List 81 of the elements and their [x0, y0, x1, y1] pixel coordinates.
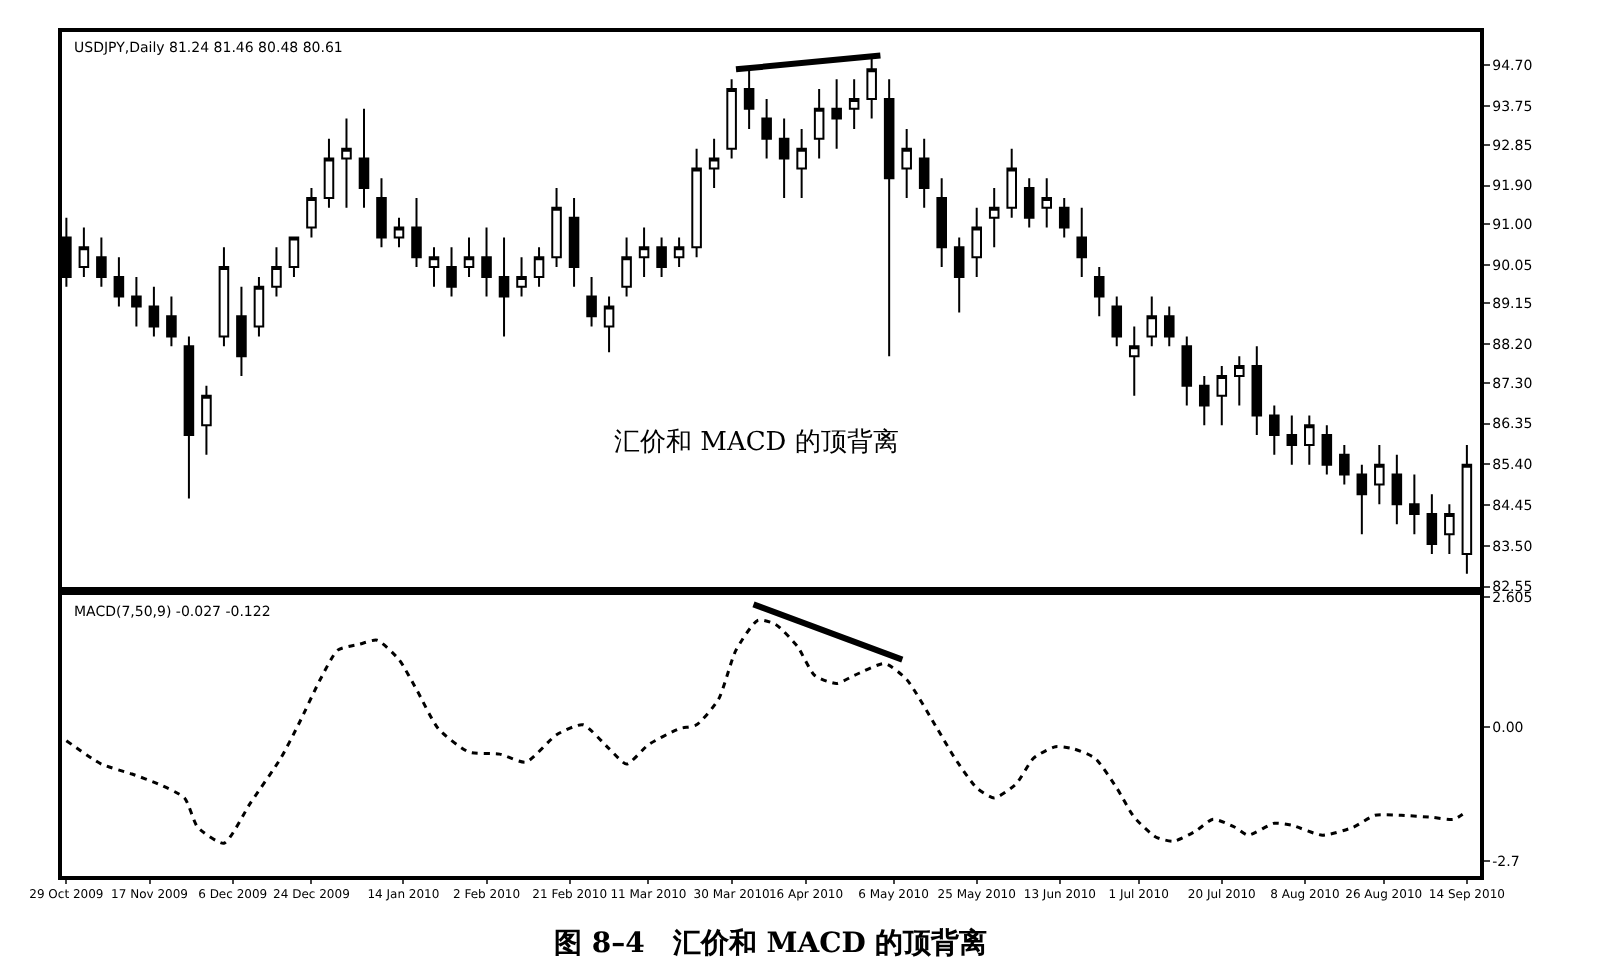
candlestick	[271, 246, 282, 298]
candlestick	[1234, 355, 1245, 407]
candlestick	[253, 275, 265, 338]
candlestick	[183, 335, 195, 500]
candlestick	[148, 285, 160, 338]
candlestick	[1356, 463, 1368, 536]
candlestick	[1339, 443, 1350, 486]
candlestick	[1181, 335, 1193, 407]
candlestick	[971, 206, 982, 278]
candlestick	[953, 236, 965, 314]
candlestick	[936, 177, 947, 269]
candlestick	[796, 127, 807, 199]
candlestick	[1391, 453, 1403, 526]
candlestick	[1374, 443, 1385, 506]
candlestick	[411, 196, 422, 269]
candlestick	[1461, 443, 1473, 575]
line-series	[64, 618, 1469, 845]
candlestick	[1321, 424, 1333, 476]
candlestick	[621, 236, 632, 298]
candlestick	[236, 285, 247, 377]
candlestick	[1058, 196, 1070, 239]
candlestick	[988, 187, 1000, 249]
candlestick	[78, 226, 90, 278]
candlestick	[218, 246, 230, 348]
candlestick	[1023, 177, 1035, 229]
candlestick	[848, 78, 860, 130]
candlestick	[1251, 345, 1263, 437]
candlestick	[306, 187, 317, 239]
candlestick	[813, 88, 825, 160]
candlestick	[201, 384, 212, 456]
candlestick	[726, 78, 737, 160]
candlestick	[691, 147, 702, 259]
candlestick	[603, 295, 615, 354]
candlestick	[1409, 473, 1420, 536]
candlestick	[446, 246, 457, 298]
annotation: 汇价和 MACD 的顶背离	[614, 426, 899, 458]
candlestick	[708, 137, 720, 190]
candlestick	[376, 177, 387, 249]
candlestick	[1269, 404, 1280, 456]
candlestick	[638, 226, 650, 278]
candlestick	[1198, 374, 1210, 427]
candlestick	[673, 236, 685, 269]
candlestick	[1146, 295, 1158, 348]
candlestick	[516, 256, 527, 298]
candlestick	[656, 236, 667, 278]
candlestick	[551, 187, 562, 269]
candlestick	[831, 78, 842, 150]
candlestick	[1111, 295, 1123, 348]
candlestick	[761, 97, 772, 160]
candlestick	[498, 236, 510, 338]
candlestick	[96, 236, 107, 288]
candlestick	[568, 196, 580, 288]
candlestick	[1006, 147, 1017, 219]
candlestick	[393, 216, 405, 249]
candlestick	[323, 137, 335, 209]
candlestick	[1216, 365, 1228, 427]
candlestick	[1163, 305, 1175, 348]
candlestick	[113, 256, 125, 308]
candlestick	[586, 275, 597, 328]
candlestick	[533, 246, 545, 288]
candlestick	[481, 226, 492, 298]
candlestick	[1093, 266, 1105, 318]
candlestick	[428, 246, 440, 288]
candlestick	[166, 295, 177, 348]
candlestick	[341, 117, 352, 209]
candlestick	[1426, 493, 1438, 555]
candlestick	[288, 236, 300, 278]
candlestick	[1076, 206, 1088, 278]
candlestick	[918, 137, 930, 209]
candlestick	[463, 236, 475, 278]
candlestick	[1286, 414, 1298, 466]
candlestick	[778, 117, 790, 199]
candlestick	[1041, 177, 1053, 229]
text: 图 8–4 汇价和 MACD 的顶背离	[554, 926, 988, 960]
candlestick	[1444, 503, 1455, 555]
candlestick	[901, 127, 912, 199]
candlestick	[131, 275, 142, 328]
candlestick	[1304, 414, 1315, 466]
candlestick	[358, 107, 370, 209]
candlestick	[1128, 325, 1140, 397]
candlestick	[883, 78, 895, 358]
